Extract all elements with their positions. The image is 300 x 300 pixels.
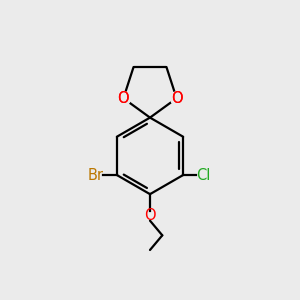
Text: Cl: Cl <box>196 167 210 182</box>
Text: O: O <box>118 91 129 106</box>
Text: Br: Br <box>88 167 104 182</box>
Text: O: O <box>171 91 182 106</box>
Text: O: O <box>144 208 156 223</box>
Text: O: O <box>118 91 129 106</box>
Text: O: O <box>171 91 182 106</box>
